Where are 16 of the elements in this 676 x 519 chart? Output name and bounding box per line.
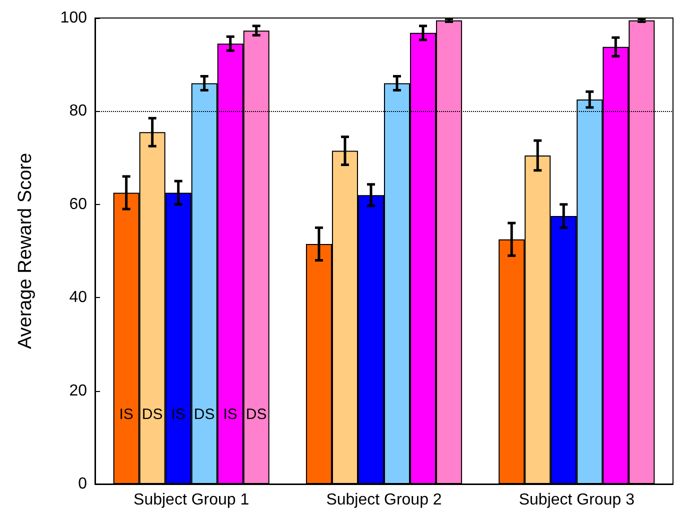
y-tick-label: 60: [69, 196, 88, 213]
series-label: IS: [171, 406, 186, 423]
y-tick-label: 40: [69, 289, 88, 306]
y-tick-label: 0: [78, 476, 88, 492]
series-label: DS: [246, 406, 267, 423]
y-axis-title: Average Reward Score: [15, 152, 36, 350]
x-tick-label: Subject Group 1: [134, 492, 250, 508]
series-label: DS: [194, 406, 215, 423]
y-tick-label: 80: [69, 102, 88, 120]
series-label: DS: [142, 406, 163, 423]
y-tick-label: 100: [60, 10, 88, 26]
series-label: IS: [119, 406, 134, 423]
x-tick-label: Subject Group 3: [518, 492, 635, 508]
y-tick-label: 20: [69, 382, 88, 400]
series-label: IS: [223, 406, 238, 423]
x-tick-label: Subject Group 2: [326, 492, 442, 508]
